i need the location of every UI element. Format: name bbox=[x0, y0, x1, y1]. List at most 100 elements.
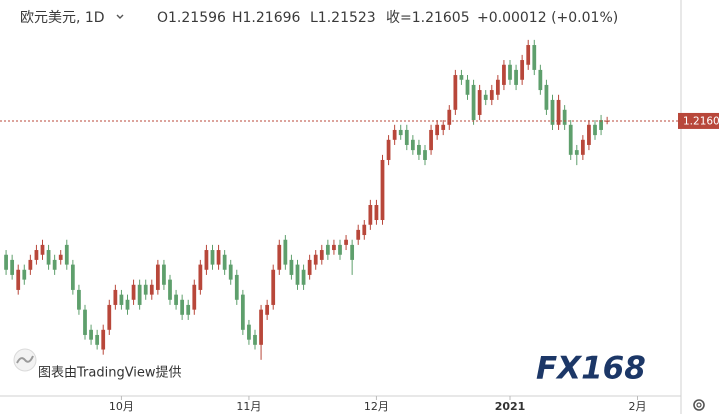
candle-body bbox=[210, 250, 215, 265]
candle-body bbox=[155, 264, 160, 290]
candle-body bbox=[319, 250, 324, 260]
candle-body bbox=[46, 250, 51, 265]
candle-body bbox=[344, 239, 348, 245]
plot bbox=[4, 39, 610, 360]
ohlc-value: L1.21523 bbox=[310, 10, 376, 26]
candle-body bbox=[89, 329, 93, 340]
candle-body bbox=[34, 250, 39, 260]
candle-body bbox=[52, 259, 57, 270]
candle-body bbox=[307, 259, 312, 275]
candle-body bbox=[143, 284, 148, 295]
x-tick-label: 12月 bbox=[364, 400, 389, 413]
candle-body bbox=[186, 304, 191, 315]
candle-body bbox=[556, 99, 561, 125]
candle-body bbox=[70, 264, 75, 290]
interval-dropdown[interactable] bbox=[116, 14, 124, 19]
candle-body bbox=[562, 109, 567, 125]
candle-body bbox=[356, 229, 361, 240]
candle-body bbox=[234, 274, 239, 300]
candle-body bbox=[283, 239, 288, 265]
candle-body bbox=[568, 124, 573, 155]
price-label-box bbox=[678, 112, 719, 129]
x-tick-label: 2021 bbox=[495, 400, 526, 413]
status-line: O1.21596 H1.21696 L1.21523 收=1.21605 +0.0001… bbox=[157, 10, 618, 26]
candle-body bbox=[514, 69, 518, 85]
candle-body bbox=[423, 150, 427, 160]
candle-body bbox=[459, 75, 464, 80]
candle-body bbox=[101, 329, 106, 350]
candle-body bbox=[119, 294, 124, 305]
candle-body bbox=[95, 334, 100, 345]
candle-body bbox=[574, 150, 579, 155]
candle-body bbox=[83, 309, 87, 335]
candle-body bbox=[4, 254, 8, 270]
candle-body bbox=[253, 334, 257, 345]
candle-body bbox=[392, 129, 397, 140]
candle-body bbox=[417, 144, 421, 155]
ohlc-value: 收=1.21605 bbox=[386, 10, 470, 26]
candle-body bbox=[301, 269, 306, 285]
candle-body bbox=[271, 269, 276, 305]
candle-body bbox=[204, 250, 209, 270]
candle-body bbox=[593, 124, 597, 136]
ohlc-value: H1.21696 bbox=[232, 10, 301, 26]
candle-body bbox=[350, 244, 355, 260]
candle-body bbox=[259, 309, 263, 345]
candle-body bbox=[295, 264, 300, 285]
candle-body bbox=[544, 84, 549, 110]
candle-body bbox=[16, 269, 21, 290]
logo: FX168 bbox=[536, 351, 646, 387]
candle-body bbox=[125, 299, 130, 310]
candle-body bbox=[489, 90, 494, 100]
candle-body bbox=[338, 244, 342, 255]
candle-body bbox=[149, 284, 154, 295]
x-tick-label: 10月 bbox=[109, 400, 134, 413]
candle-body bbox=[599, 120, 603, 130]
candle-body bbox=[477, 90, 482, 115]
candle-body bbox=[374, 205, 379, 221]
candle-body bbox=[216, 250, 221, 265]
candle-body bbox=[22, 269, 27, 280]
candle-body bbox=[580, 139, 585, 155]
candle-body bbox=[180, 299, 185, 315]
candle-body bbox=[40, 244, 45, 255]
candle-body bbox=[495, 79, 500, 95]
candle-body bbox=[64, 244, 69, 265]
candle-body bbox=[332, 244, 336, 251]
candle-body bbox=[362, 224, 367, 236]
candle-body bbox=[265, 304, 270, 315]
ohlc-value: O1.21596 bbox=[157, 10, 226, 26]
candle-body bbox=[520, 60, 525, 80]
candle-body bbox=[587, 124, 591, 145]
price-label: 1.2160 bbox=[683, 115, 719, 127]
candle-body bbox=[174, 294, 178, 305]
candle-body bbox=[162, 264, 166, 285]
candle-body bbox=[483, 94, 488, 100]
candle-body bbox=[313, 254, 318, 265]
candle-body bbox=[289, 259, 294, 275]
settings-icon[interactable] bbox=[693, 399, 705, 411]
watermark: 图表由TradingView提供 bbox=[38, 365, 182, 381]
candle-body bbox=[532, 45, 537, 70]
candle-body bbox=[471, 84, 476, 121]
candle-body bbox=[240, 294, 245, 330]
candle-body bbox=[380, 159, 385, 221]
tv-logo bbox=[13, 348, 37, 372]
candle-body bbox=[10, 259, 15, 275]
candle-body bbox=[453, 75, 458, 110]
candle-body bbox=[28, 259, 33, 270]
candle-body bbox=[228, 264, 233, 280]
candle-body bbox=[168, 279, 172, 300]
candle-body bbox=[77, 289, 81, 310]
x-tick-label: 11月 bbox=[236, 400, 261, 413]
candle-body bbox=[113, 289, 118, 305]
candle-body bbox=[550, 99, 555, 125]
candle-body bbox=[137, 284, 142, 305]
candle-body bbox=[465, 79, 470, 95]
candle-body bbox=[131, 284, 136, 300]
candle-body bbox=[368, 205, 373, 225]
candle-body bbox=[398, 129, 403, 136]
ohlc-value: +0.00012 (+0.01%) bbox=[477, 10, 618, 26]
